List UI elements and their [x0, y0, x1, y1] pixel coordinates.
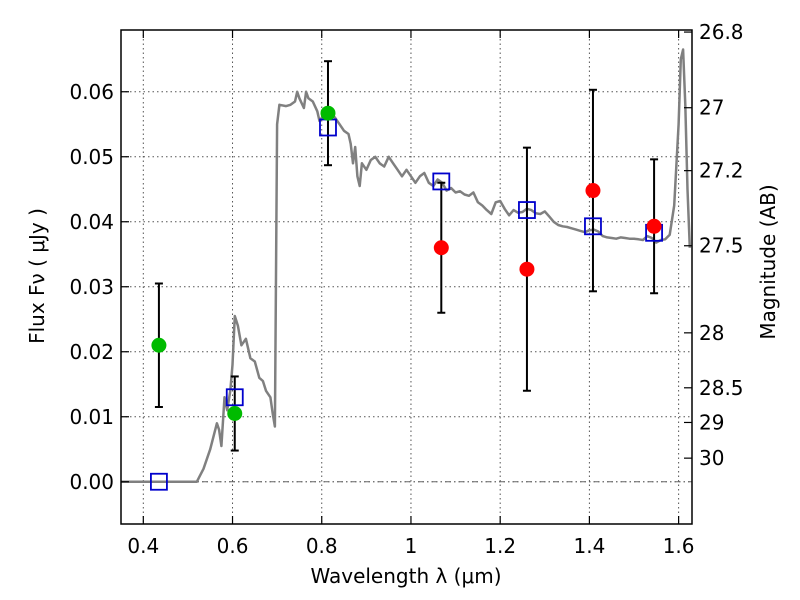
y-tick-label: 0.00 — [69, 470, 114, 494]
y2-tick-label: 26.8 — [699, 20, 744, 44]
observed-flux-point — [585, 183, 601, 199]
y-tick-label: 0.04 — [69, 210, 114, 234]
observed-flux-point — [227, 406, 243, 421]
axis-ticks: 0.4 0.6 0.8 1 1.2 1.4 1.6 0.00 0.01 0.02 0.03 0.04 0… — [69, 20, 743, 558]
y2-tick-label: 27.2 — [699, 159, 744, 183]
x-tick-label: 0.6 — [217, 534, 249, 558]
observed-flux-point — [320, 105, 336, 121]
synthetic-flux-square — [225, 388, 244, 407]
y-tick-label: 0.06 — [69, 80, 114, 104]
x-tick-label: 1.6 — [663, 534, 695, 558]
x-axis-title: Wavelength λ (μm) — [310, 564, 501, 588]
y-tick-label: 0.03 — [69, 275, 114, 299]
synthetic-flux-square — [150, 472, 168, 491]
grid — [121, 30, 692, 524]
y2-tick-label: 30 — [699, 446, 724, 470]
x-tick-label: 0.8 — [306, 534, 338, 558]
x-tick-label: 1.4 — [573, 534, 605, 558]
y2-tick-label: 29 — [699, 410, 724, 434]
synthetic-flux-square — [518, 201, 536, 219]
y-axis-title: Flux Fν ( μJy ) — [25, 208, 49, 344]
y-tick-label: 0.01 — [69, 405, 114, 429]
x-tick-label: 1.2 — [484, 534, 516, 558]
plot-frame — [120, 29, 693, 525]
y2-tick-label: 28.5 — [699, 376, 744, 400]
y2-tick-label: 27.5 — [699, 234, 744, 258]
model-spectrum-line — [121, 48, 692, 484]
model-spectrum — [121, 48, 692, 484]
observed-flux-point — [151, 337, 167, 353]
x-tick-label: 1 — [405, 534, 418, 558]
synthetic-flux-square — [584, 217, 602, 236]
y-tick-label: 0.05 — [69, 145, 114, 169]
observed-flux-point — [519, 261, 535, 277]
y2-tick-label: 27 — [699, 96, 724, 120]
y-tick-label: 0.02 — [69, 340, 114, 364]
secondary-y-axis-title: Magnitude (AB) — [756, 184, 780, 339]
observed-flux-point — [646, 218, 662, 234]
synthetic-flux-square — [432, 172, 451, 191]
y2-tick-label: 28 — [699, 321, 724, 345]
observed-flux-point — [433, 240, 449, 256]
photometry-markers — [150, 105, 663, 491]
x-tick-label: 0.4 — [127, 534, 159, 558]
